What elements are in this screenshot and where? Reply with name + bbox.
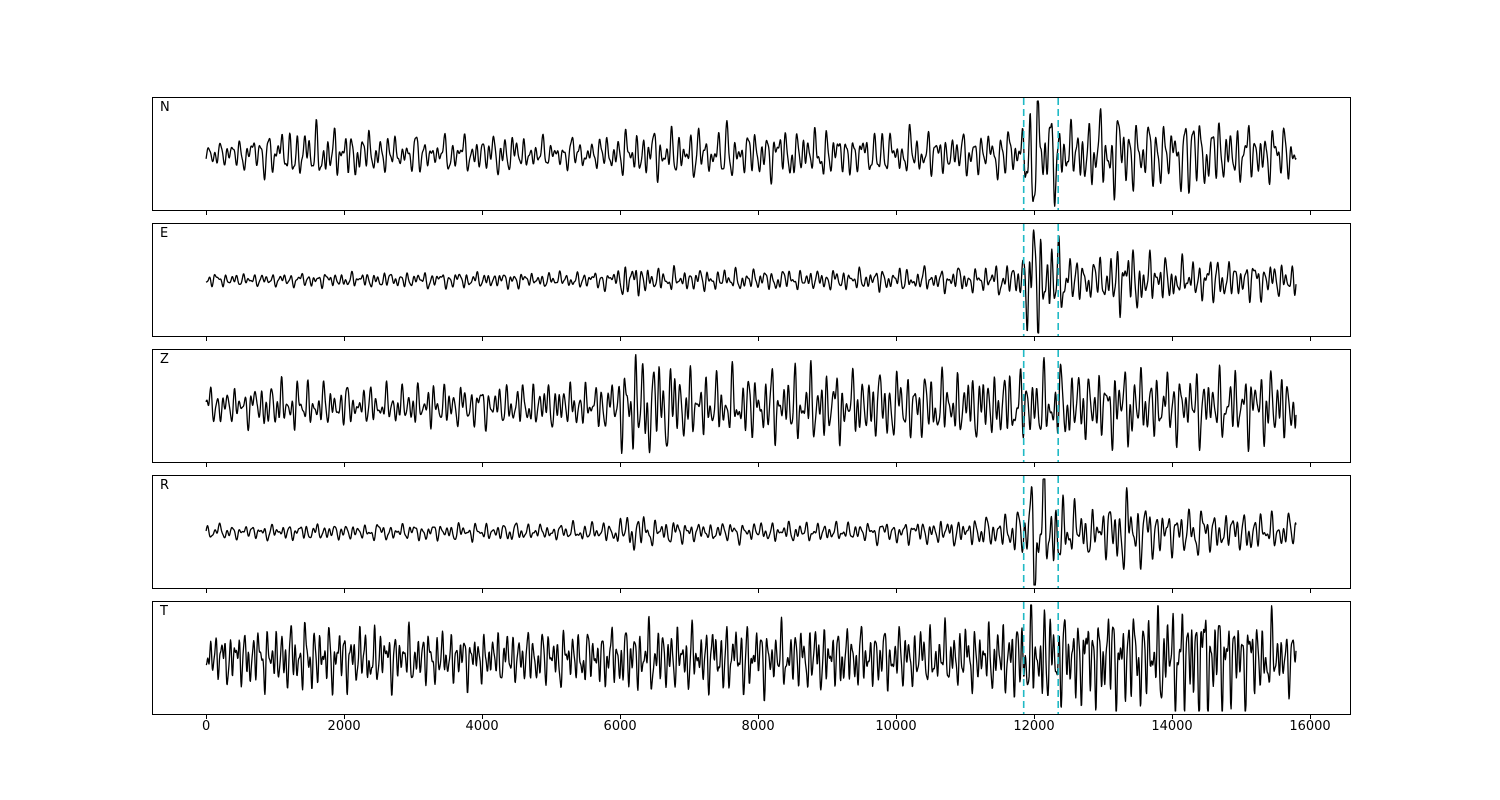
x-tick-label: 12000 bbox=[1013, 719, 1055, 734]
x-tick bbox=[1172, 463, 1173, 467]
x-tick bbox=[758, 715, 760, 719]
x-axis-tick-labels: 0 2000 4000 6000 8000 10000 12000 14000 16000 bbox=[153, 719, 1352, 737]
x-tick bbox=[1034, 337, 1035, 341]
trace-label-e: E bbox=[160, 226, 169, 241]
x-tick-label: 10000 bbox=[875, 719, 917, 734]
x-tick bbox=[1172, 337, 1173, 341]
x-tick bbox=[620, 589, 622, 593]
x-tick bbox=[620, 715, 622, 719]
x-tick-label: 8000 bbox=[741, 719, 775, 734]
waveform-plot-r bbox=[205, 476, 1297, 588]
x-tick bbox=[758, 211, 760, 215]
x-tick bbox=[1310, 211, 1311, 215]
x-tick bbox=[896, 589, 897, 593]
x-tick bbox=[206, 337, 208, 341]
x-tick bbox=[1034, 589, 1035, 593]
x-tick-label: 2000 bbox=[327, 719, 361, 734]
x-tick bbox=[344, 589, 346, 593]
x-tick bbox=[344, 211, 346, 215]
trace-label-z: Z bbox=[160, 352, 169, 367]
x-tick bbox=[620, 463, 622, 467]
x-tick bbox=[482, 589, 484, 593]
trace-label-n: N bbox=[160, 100, 170, 115]
waveform-trace bbox=[205, 229, 1297, 334]
waveform-trace bbox=[205, 604, 1297, 712]
x-tick bbox=[206, 463, 208, 467]
x-tick bbox=[1034, 211, 1035, 215]
x-tick bbox=[206, 715, 208, 719]
x-tick bbox=[1034, 715, 1035, 719]
x-tick bbox=[1034, 463, 1035, 467]
waveform-plot-t bbox=[205, 602, 1297, 714]
trace-panel-z: Z bbox=[152, 349, 1351, 467]
x-tick bbox=[620, 337, 622, 341]
x-tick bbox=[1310, 715, 1311, 719]
trace-panel-n: N bbox=[152, 97, 1351, 215]
x-tick bbox=[1310, 337, 1311, 341]
x-tick bbox=[482, 337, 484, 341]
trace-panel-e: E bbox=[152, 223, 1351, 341]
x-tick bbox=[206, 589, 208, 593]
x-tick bbox=[758, 589, 760, 593]
x-tick bbox=[896, 211, 897, 215]
waveform-plot-e bbox=[205, 224, 1297, 336]
x-tick bbox=[206, 211, 208, 215]
x-tick bbox=[758, 337, 760, 341]
trace-panel-r: R bbox=[152, 475, 1351, 593]
x-tick bbox=[482, 463, 484, 467]
trace-label-r: R bbox=[160, 478, 170, 493]
x-tick bbox=[1172, 211, 1173, 215]
x-tick-label: 16000 bbox=[1289, 719, 1331, 734]
waveform-plot-n bbox=[205, 98, 1297, 210]
x-tick bbox=[1310, 463, 1311, 467]
x-tick bbox=[344, 715, 346, 719]
x-tick-label: 4000 bbox=[465, 719, 499, 734]
x-tick-label: 0 bbox=[201, 719, 211, 734]
x-tick bbox=[1172, 589, 1173, 593]
waveform-trace bbox=[205, 478, 1297, 586]
x-tick bbox=[1172, 715, 1173, 719]
x-tick bbox=[344, 337, 346, 341]
x-tick bbox=[1310, 589, 1311, 593]
waveform-trace bbox=[205, 353, 1297, 455]
x-tick bbox=[896, 715, 897, 719]
x-tick-label: 6000 bbox=[603, 719, 637, 734]
waveform-plot-z bbox=[205, 350, 1297, 462]
waveform-trace bbox=[205, 100, 1297, 207]
x-tick bbox=[482, 211, 484, 215]
trace-panel-t: T bbox=[152, 601, 1351, 719]
x-tick bbox=[482, 715, 484, 719]
x-tick bbox=[344, 463, 346, 467]
x-tick bbox=[896, 463, 897, 467]
trace-label-t: T bbox=[160, 604, 168, 619]
x-tick bbox=[896, 337, 897, 341]
x-tick bbox=[758, 463, 760, 467]
x-tick bbox=[620, 211, 622, 215]
x-tick-label: 14000 bbox=[1151, 719, 1193, 734]
